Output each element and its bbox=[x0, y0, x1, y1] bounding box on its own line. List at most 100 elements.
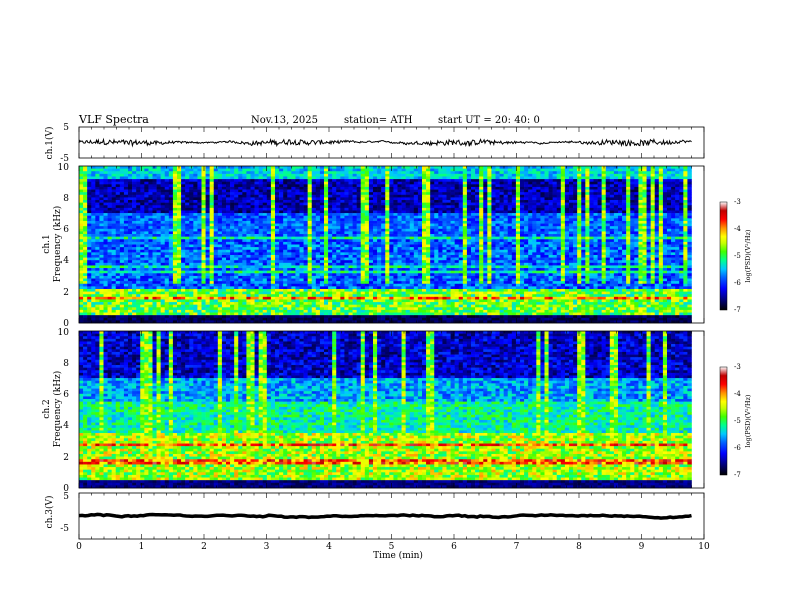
spec1-cell bbox=[234, 194, 239, 198]
spec1-cell bbox=[275, 207, 280, 211]
spec1-cell bbox=[352, 181, 357, 185]
spec1-cell bbox=[91, 202, 96, 206]
spec1-cell bbox=[393, 226, 398, 230]
spec1-cell bbox=[340, 234, 345, 237]
spec1-cell bbox=[381, 247, 386, 251]
spec1-cell bbox=[348, 315, 353, 319]
spec1-cell bbox=[209, 228, 215, 232]
spec1-cell bbox=[270, 286, 276, 290]
spec1-cell bbox=[115, 181, 121, 185]
spec1-cell bbox=[148, 273, 153, 277]
spec1-cell bbox=[91, 234, 96, 237]
spec1-cell bbox=[352, 291, 357, 295]
spec1-cell bbox=[128, 260, 133, 264]
spec1-cell bbox=[201, 210, 206, 214]
spec1-cell bbox=[209, 265, 215, 269]
spec1-cell bbox=[234, 309, 239, 313]
spec1-cell bbox=[181, 260, 186, 264]
spec1-cell bbox=[103, 278, 108, 282]
spec1-cell bbox=[328, 218, 333, 222]
spec1-cell bbox=[283, 213, 288, 217]
spec1-cell bbox=[83, 283, 88, 287]
spec1-cell bbox=[275, 320, 280, 324]
spec1-cell bbox=[103, 197, 108, 201]
spec1-cell bbox=[181, 286, 186, 290]
spec1-cell bbox=[397, 241, 402, 245]
spec1-cell bbox=[230, 228, 235, 232]
spec1-cell bbox=[242, 270, 247, 274]
spec1-cell bbox=[95, 202, 100, 206]
spec1-cell bbox=[226, 315, 231, 319]
spec1-cell bbox=[279, 294, 284, 298]
spec1-cell bbox=[99, 296, 104, 300]
spec1-cell bbox=[401, 278, 406, 282]
spec1-cell bbox=[270, 205, 276, 209]
spec1-cell bbox=[254, 278, 259, 282]
spec1-cell bbox=[311, 275, 317, 279]
spec1-cell bbox=[368, 262, 374, 266]
spec1-cell bbox=[250, 265, 255, 269]
spec1-cell bbox=[119, 223, 125, 227]
spec1-cell bbox=[352, 262, 357, 266]
spec1-cell bbox=[221, 179, 227, 182]
spec1-cell bbox=[144, 228, 149, 232]
spec1-cell bbox=[250, 320, 255, 324]
spec1-cell bbox=[119, 181, 125, 185]
spec1-cell bbox=[307, 249, 313, 253]
spec1-cell bbox=[364, 200, 370, 203]
spec1-cell bbox=[140, 270, 145, 274]
spec1-cell bbox=[119, 254, 125, 258]
spec1-cell bbox=[79, 194, 84, 198]
spec1-cell bbox=[373, 231, 378, 235]
spec1-cell bbox=[340, 270, 345, 274]
spec1-cell bbox=[123, 205, 129, 209]
spec1-cell bbox=[189, 239, 194, 243]
spec1-cell bbox=[360, 213, 366, 217]
spec1-cell bbox=[360, 299, 366, 303]
spec1-cell bbox=[193, 166, 198, 169]
spec1-column-74 bbox=[381, 166, 386, 324]
spec1-cell bbox=[344, 302, 349, 305]
spec1-cell bbox=[368, 192, 374, 196]
spec1-cell bbox=[103, 241, 108, 245]
spec1-cell bbox=[324, 197, 329, 201]
spec1-cell bbox=[234, 270, 239, 274]
spec1-cell bbox=[132, 254, 137, 258]
spec1-cell bbox=[136, 252, 141, 256]
spec1-column-52 bbox=[291, 166, 296, 324]
spec1-cell bbox=[332, 205, 337, 209]
spec1-cell bbox=[238, 268, 243, 271]
spec1-cell bbox=[123, 226, 129, 230]
spec1-cell bbox=[389, 192, 394, 196]
spec1-cell bbox=[177, 179, 182, 182]
spec1-cell bbox=[283, 286, 288, 290]
spec1-cell bbox=[156, 223, 161, 227]
spec1-cell bbox=[185, 320, 190, 324]
spec1-cell bbox=[103, 291, 108, 295]
spec1-cell bbox=[275, 257, 280, 261]
spec1-cell bbox=[364, 270, 370, 274]
spec1-cell bbox=[83, 312, 88, 316]
spec1-cell bbox=[217, 296, 223, 300]
spec1-cell bbox=[393, 192, 398, 196]
spec1-cell bbox=[315, 241, 321, 245]
spec1-cell bbox=[172, 247, 178, 251]
spec1-cell bbox=[393, 320, 398, 324]
spec1-cell bbox=[262, 202, 268, 206]
spec1-cell bbox=[193, 257, 198, 261]
spec1-cell bbox=[103, 268, 108, 271]
spec1-cell bbox=[373, 202, 378, 206]
spec1-cell bbox=[364, 168, 370, 172]
spec1-cell bbox=[246, 166, 251, 169]
spec1-cell bbox=[303, 213, 308, 217]
spec1-cell bbox=[205, 286, 210, 290]
spec1-cell bbox=[266, 189, 272, 193]
spec1-cell bbox=[148, 315, 153, 319]
spec1-cell bbox=[140, 168, 145, 172]
spec1-cell bbox=[315, 168, 321, 172]
spec1-cell bbox=[295, 228, 300, 232]
spec1-cell bbox=[303, 278, 308, 282]
spec1-cell bbox=[193, 320, 198, 324]
spec1-cell bbox=[360, 249, 366, 253]
spec1-cell bbox=[393, 228, 398, 232]
